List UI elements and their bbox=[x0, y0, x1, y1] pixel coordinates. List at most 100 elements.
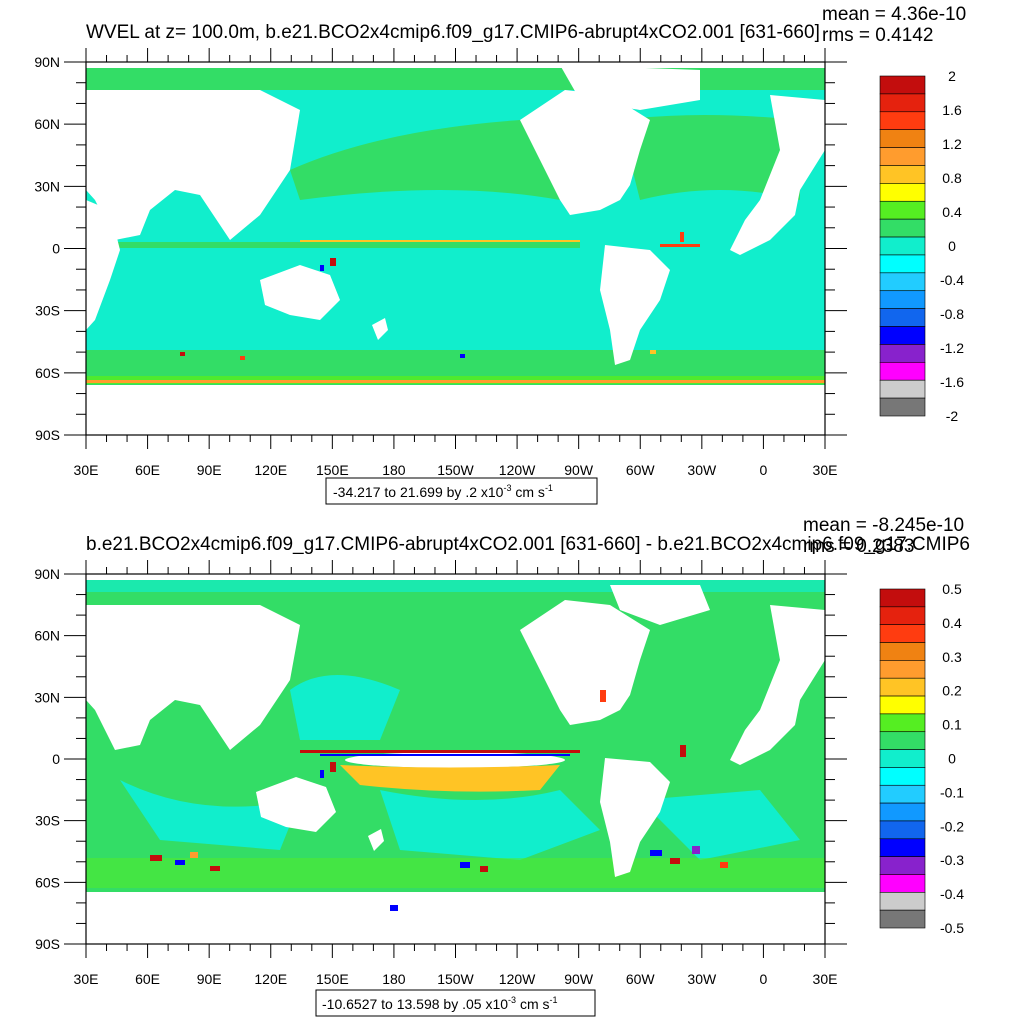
colorbar-swatch bbox=[879, 200, 926, 220]
panel-1-atlantic-equatorial bbox=[660, 244, 700, 247]
colorbar-swatch bbox=[879, 308, 926, 327]
lon-tick-label: 90E bbox=[197, 462, 222, 478]
lon-tick-label: 60E bbox=[135, 462, 160, 478]
lon-tick-label: 30W bbox=[687, 462, 717, 478]
panel-2-lat-axis: 90N 60N 30N 0 30S 60S 90S bbox=[34, 566, 60, 952]
lon-tick-label: 30W bbox=[687, 971, 717, 987]
panel-2-south-pacific-cyan bbox=[380, 790, 600, 860]
lon-tick-label: 30E bbox=[74, 462, 99, 478]
lat-tick-label: 30S bbox=[35, 303, 60, 319]
panel-1-africa-east bbox=[86, 200, 120, 330]
colorbar-swatch bbox=[879, 75, 926, 95]
colorbar-label: 0.4 bbox=[942, 204, 962, 220]
colorbar-label: -0.4 bbox=[940, 272, 964, 288]
lon-tick-label: 120W bbox=[499, 971, 536, 987]
colorbar-swatch bbox=[879, 183, 926, 202]
lon-tick-label: 60E bbox=[135, 971, 160, 987]
colorbar-label: 0.2 bbox=[942, 683, 962, 699]
panel-1-lat-axis: 90N 60N 30N 0 30S 60S 90S bbox=[34, 54, 60, 443]
colorbar-swatch bbox=[879, 642, 926, 661]
colorbar-label: 0 bbox=[948, 238, 956, 254]
colorbar-swatch bbox=[879, 677, 926, 697]
colorbar-swatch bbox=[879, 254, 926, 274]
lon-tick-label: 150E bbox=[316, 971, 349, 987]
panel-2-europe-africa-north bbox=[730, 605, 825, 765]
panel-1-coastal-highlights bbox=[86, 232, 825, 383]
colorbar-swatch bbox=[879, 379, 926, 399]
colorbar-swatch bbox=[879, 838, 926, 857]
colorbar-swatch bbox=[879, 236, 926, 256]
colorbar-label: -0.8 bbox=[940, 306, 964, 322]
colorbar-swatch bbox=[879, 820, 926, 840]
panel-2: b.e21.BCO2x4cmip6.f09_g17.CMIP6-abrupt4x… bbox=[34, 515, 970, 1017]
lon-tick-label: 30E bbox=[813, 462, 838, 478]
panel-2-arctic-cyan bbox=[86, 580, 825, 592]
panel-2-coastal-highlights bbox=[150, 690, 728, 911]
lat-tick-label: 90N bbox=[34, 566, 60, 582]
lon-tick-label: 0 bbox=[760, 971, 768, 987]
panel-1: WVEL at z= 100.0m, b.e21.BCO2x4cmip6.f09… bbox=[34, 4, 966, 505]
colorbar-label: 0 bbox=[948, 751, 956, 767]
colorbar-label: -0.4 bbox=[940, 886, 964, 902]
colorbar-label: 2 bbox=[948, 68, 956, 84]
lon-tick-label: 60W bbox=[626, 971, 656, 987]
panel-2-equatorial-blue bbox=[320, 754, 570, 756]
lon-tick-label: 0 bbox=[760, 462, 768, 478]
lon-tick-label: 120E bbox=[254, 462, 287, 478]
lat-tick-label: 90S bbox=[35, 427, 60, 443]
lon-tick-label: 120W bbox=[499, 462, 536, 478]
lat-tick-label: 90S bbox=[35, 936, 60, 952]
colorbar-swatch bbox=[879, 397, 926, 417]
lat-tick-label: 60S bbox=[35, 874, 60, 890]
panel-1-equatorial-band bbox=[110, 242, 580, 248]
colorbar-label: -2 bbox=[946, 408, 959, 424]
panel-2-title: b.e21.BCO2x4cmip6.f09_g17.CMIP6-abrupt4x… bbox=[86, 534, 970, 555]
lon-tick-label: 180 bbox=[382, 971, 406, 987]
panel-2-equatorial-yellow bbox=[340, 765, 560, 792]
panel-1-north-atlantic-green bbox=[620, 115, 800, 200]
lon-tick-label: 120E bbox=[254, 971, 287, 987]
lon-tick-label: 90W bbox=[564, 462, 594, 478]
panel-1-title: WVEL at z= 100.0m, b.e21.BCO2x4cmip6.f09… bbox=[86, 22, 820, 43]
colorbar-label: -0.2 bbox=[940, 818, 964, 834]
colorbar-swatch bbox=[879, 731, 926, 750]
colorbar-swatch bbox=[879, 111, 926, 130]
panel-2-ticks bbox=[64, 560, 847, 958]
colorbar-swatch bbox=[879, 749, 926, 768]
panel-1-lon-axis: 30E 60E 90E 120E 150E 180 150W 120W 90W 60W 30W 0 30… bbox=[74, 462, 838, 478]
colorbar-label: -1.2 bbox=[940, 340, 964, 356]
panel-2-greenland bbox=[610, 585, 710, 625]
lat-tick-label: 30S bbox=[35, 813, 60, 829]
panel-1-range-box bbox=[325, 477, 598, 505]
panel-2-indian-cyan bbox=[120, 780, 300, 850]
panel-2-nw-pacific-cyan bbox=[290, 675, 400, 740]
panel-2-north-america bbox=[520, 600, 650, 725]
colorbar-swatch bbox=[879, 802, 926, 822]
colorbar-swatch bbox=[879, 892, 926, 911]
panel-1-mean: mean = 4.36e-10 bbox=[822, 4, 966, 25]
colorbar-swatch bbox=[879, 767, 926, 786]
panel-1-greenland bbox=[560, 65, 700, 110]
panel-2-rms: rms = 0.2383 bbox=[803, 536, 914, 557]
colorbar-swatch bbox=[879, 326, 926, 345]
colorbar-label: 1.6 bbox=[942, 102, 962, 118]
panel-2-colorbar: 0.5 0.4 0.3 0.2 0.1 0 -0.1 -0.2 -0.3 -0.4 -0.5 bbox=[879, 581, 964, 936]
lon-tick-label: 150W bbox=[437, 462, 474, 478]
lat-tick-label: 30N bbox=[34, 178, 60, 194]
panel-1-australia bbox=[260, 265, 340, 320]
panel-2-australia bbox=[256, 777, 336, 832]
colorbar-label: 0.5 bbox=[942, 581, 962, 597]
colorbar-label: 0.1 bbox=[942, 717, 962, 733]
lat-tick-label: 0 bbox=[52, 241, 60, 257]
panel-1-europe-africa-north bbox=[730, 95, 825, 255]
lon-tick-label: 90E bbox=[197, 971, 222, 987]
panel-2-lon-axis: 30E 60E 90E 120E 150E 180 150W 120W 90W 60W 30W 0 30… bbox=[74, 971, 838, 987]
panel-1-land bbox=[86, 62, 825, 435]
colorbar-swatch bbox=[879, 856, 926, 875]
colorbar-swatch bbox=[879, 344, 926, 363]
colorbar-label: 1.2 bbox=[942, 136, 962, 152]
colorbar-swatch bbox=[879, 606, 926, 625]
panel-2-southern-green bbox=[86, 858, 825, 888]
colorbar-swatch bbox=[879, 909, 926, 929]
